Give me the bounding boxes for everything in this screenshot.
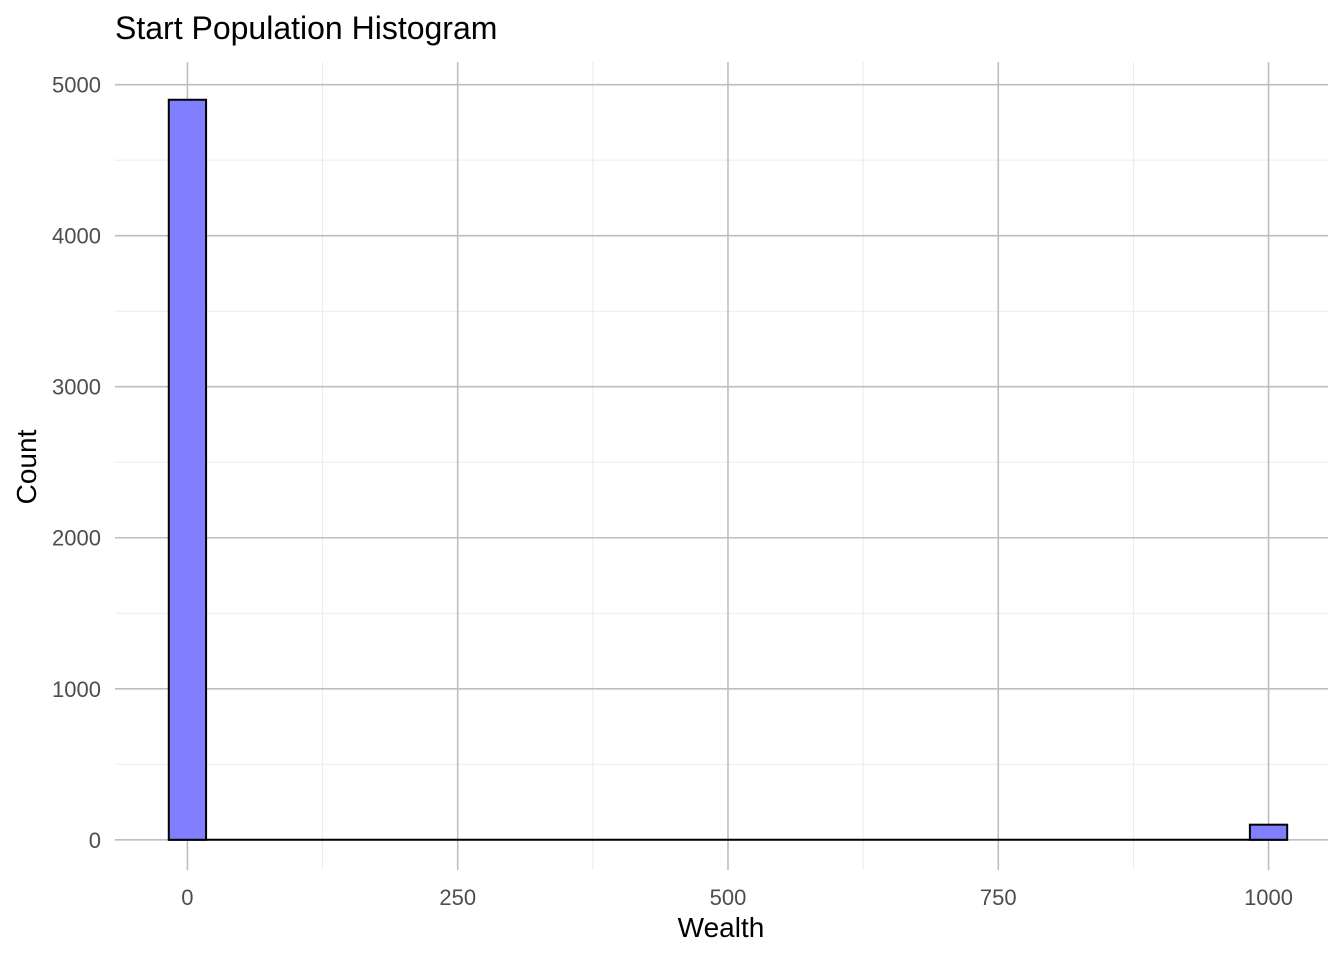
x-tick-label: 250 bbox=[439, 885, 476, 910]
x-tick-label: 500 bbox=[710, 885, 747, 910]
x-tick-label: 750 bbox=[980, 885, 1017, 910]
y-tick-label: 4000 bbox=[52, 224, 101, 249]
x-axis-label: Wealth bbox=[677, 912, 765, 943]
y-tick-label: 3000 bbox=[52, 375, 101, 400]
y-tick-label: 0 bbox=[89, 828, 101, 853]
x-tick-label: 1000 bbox=[1244, 885, 1293, 910]
y-tick-label: 5000 bbox=[52, 73, 101, 98]
y-tick-label: 1000 bbox=[52, 677, 101, 702]
y-axis-label: Count bbox=[11, 429, 42, 505]
chart-title: Start Population Histogram bbox=[115, 10, 498, 46]
histogram-bar bbox=[1248, 823, 1289, 841]
x-tick-label: 0 bbox=[181, 885, 193, 910]
histogram-bar bbox=[167, 98, 208, 841]
y-tick-label: 2000 bbox=[52, 526, 101, 551]
